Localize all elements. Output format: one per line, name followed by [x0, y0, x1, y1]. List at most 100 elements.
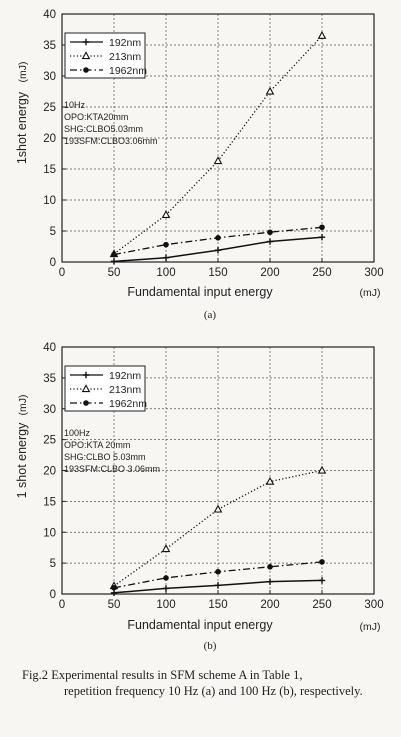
data-point-plus	[266, 238, 274, 245]
x-tick-label: 100	[156, 267, 175, 279]
data-point-triangle	[161, 544, 171, 553]
series-192nm	[110, 234, 326, 265]
caption-line1: Experimental results in SFM scheme A in …	[51, 668, 303, 682]
legend-label: 213nm	[109, 384, 141, 396]
series-192nm	[110, 577, 326, 596]
legend-label: 192nm	[109, 370, 141, 382]
data-point-circle	[319, 224, 325, 231]
chart-panel-a: 0 50 100 150 200 250 300 0 5 10 15 20 25 30 35 40 Fundam…	[15, 9, 384, 321]
data-point-triangle	[317, 30, 327, 39]
y-tick-label: 10	[43, 195, 56, 207]
panel-label: (a)	[204, 309, 217, 321]
x-axis-label: Fundamental input energy	[127, 618, 273, 632]
x-tick-label: 100	[156, 599, 175, 611]
caption-rest: repetition frequency 10 Hz (a) and 100 H…	[64, 684, 363, 698]
y-tick-label: 30	[43, 404, 56, 416]
data-point-triangle	[265, 476, 275, 485]
x-axis-unit: (mJ)	[360, 621, 381, 633]
y-tick-label: 15	[43, 496, 56, 508]
x-tick-label: 250	[312, 599, 331, 611]
data-point-plus	[82, 371, 90, 379]
data-point-circle	[163, 575, 169, 581]
legend: 192nm 213nm 1962nm	[64, 365, 147, 412]
legend-label: 213nm	[109, 51, 141, 63]
y-tick-label: 25	[43, 435, 56, 447]
data-point-plus	[82, 38, 90, 46]
data-point-plus	[318, 234, 326, 241]
data-point-triangle	[81, 384, 91, 393]
y-axis-unit: (mJ)	[17, 62, 29, 83]
legend-label: 1962nm	[109, 398, 147, 410]
y-tick-label: 0	[50, 257, 56, 269]
condition-notes: 100Hz OPO:KTA 20mm SHG:CLBO 5.03mm 193SFM:C…	[64, 428, 160, 474]
data-point-circle	[163, 241, 169, 248]
data-point-triangle	[81, 51, 91, 60]
legend-label: 1962nm	[109, 65, 147, 77]
data-point-circle	[111, 251, 117, 258]
condition-note: OPO:KTA 20mm	[64, 440, 130, 450]
caption-label: Fig.2	[22, 668, 49, 682]
data-point-plus	[266, 578, 274, 585]
y-tick-label: 25	[43, 102, 56, 114]
y-axis-label: 1shot energy	[15, 91, 29, 164]
legend: 192nm 213nm 1962nm	[64, 32, 147, 79]
figure-caption: Fig.2 Experimental results in SFM scheme…	[22, 667, 394, 699]
condition-note: 193SFM:CLBO 3.06mm	[64, 464, 160, 474]
x-tick-label: 0	[59, 267, 65, 279]
data-point-circle	[83, 67, 89, 73]
condition-note: 100Hz	[64, 428, 91, 438]
y-tick-label: 20	[43, 466, 56, 478]
series-1962nm	[111, 224, 325, 258]
x-axis-label: Fundamental input energy	[127, 285, 273, 299]
series-1962nm	[111, 559, 325, 591]
data-point-circle	[267, 564, 273, 570]
legend-label: 192nm	[109, 37, 141, 49]
data-point-plus	[214, 582, 222, 589]
data-point-triangle	[213, 156, 223, 165]
data-point-triangle	[317, 465, 327, 474]
x-tick-label: 200	[260, 267, 279, 279]
y-tick-label: 35	[43, 373, 56, 385]
x-tick-label: 0	[59, 599, 65, 611]
condition-note: 10Hz	[64, 100, 86, 110]
condition-note: OPO:KTA20mm	[64, 112, 128, 122]
data-point-circle	[215, 235, 221, 241]
x-axis-unit: (mJ)	[360, 287, 381, 299]
panel-label: (b)	[204, 640, 217, 652]
y-tick-label: 20	[43, 133, 56, 145]
legend-box	[64, 365, 146, 412]
y-tick-label: 40	[43, 342, 56, 354]
y-tick-label: 40	[43, 9, 56, 21]
y-tick-label: 15	[43, 164, 56, 176]
condition-note: SHG:CLBO 5.03mm	[64, 452, 146, 462]
condition-note: 193SFM:CLBO3.06mm	[64, 136, 158, 146]
data-point-circle	[215, 568, 221, 575]
y-tick-label: 10	[43, 527, 56, 539]
data-point-plus	[162, 254, 170, 261]
condition-note: SHG:CLBO5.03mm	[64, 124, 143, 134]
y-tick-label: 5	[50, 226, 56, 238]
chart-panel-b: 0 50 100 150 200 250 300 0 5 10 15 20 25 30 35 40 Fundam…	[15, 342, 384, 652]
data-point-circle	[111, 585, 117, 591]
x-tick-label: 150	[208, 267, 227, 279]
y-tick-label: 35	[43, 40, 56, 52]
x-tick-label: 250	[312, 267, 331, 279]
data-point-plus	[110, 258, 118, 265]
x-tick-label: 50	[108, 599, 121, 611]
data-point-plus	[318, 577, 326, 584]
y-tick-label: 0	[50, 589, 56, 601]
x-tick-label: 300	[364, 267, 383, 279]
y-tick-label: 5	[50, 558, 56, 570]
data-point-plus	[110, 589, 118, 596]
data-point-circle	[267, 229, 273, 236]
y-axis-label: 1 shot energy	[15, 422, 29, 498]
data-point-circle	[83, 400, 89, 406]
y-axis-unit: (mJ)	[17, 395, 29, 416]
x-tick-label: 150	[208, 599, 227, 611]
condition-notes: 10Hz OPO:KTA20mm SHG:CLBO5.03mm 193SFM:CLBO…	[64, 100, 158, 146]
data-point-circle	[319, 559, 325, 565]
x-tick-label: 300	[364, 599, 383, 611]
data-point-triangle	[161, 210, 171, 219]
x-tick-label: 200	[260, 599, 279, 611]
